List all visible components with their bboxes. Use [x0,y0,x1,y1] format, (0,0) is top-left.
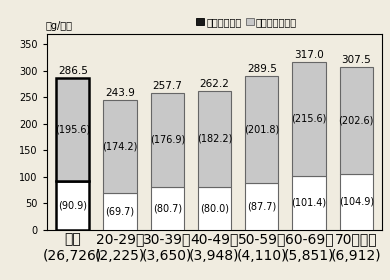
Bar [245,183,278,230]
Text: (201.8): (201.8) [244,125,279,135]
Text: (174.2): (174.2) [102,141,138,151]
Bar [56,181,89,230]
Bar [56,78,89,181]
Text: 317.0: 317.0 [294,50,324,60]
Bar [103,101,136,193]
Text: (195.6): (195.6) [55,125,90,135]
Bar [198,187,231,230]
Text: (87.7): (87.7) [247,201,277,211]
Text: (90.9): (90.9) [58,200,87,211]
Bar [292,62,326,176]
Text: 262.2: 262.2 [200,79,229,88]
Bar [151,187,184,230]
Text: (176.9): (176.9) [150,135,185,145]
Bar [245,76,278,183]
Text: 257.7: 257.7 [152,81,182,91]
Text: (215.6): (215.6) [291,114,327,124]
Text: （g/日）: （g/日） [45,21,73,31]
Text: (69.7): (69.7) [105,206,135,216]
Bar [292,176,326,230]
Bar [103,193,136,230]
Bar [198,91,231,187]
Bar [151,93,184,187]
Bar [340,174,373,230]
Text: 243.9: 243.9 [105,88,135,98]
Text: 289.5: 289.5 [247,64,277,74]
Text: (182.2): (182.2) [197,134,232,144]
Legend: 口緑黄色野菜, 口その他の野菜: 口緑黄色野菜, 口その他の野菜 [193,13,301,31]
Text: (101.4): (101.4) [291,198,326,208]
Text: (104.9): (104.9) [339,197,374,207]
Text: (80.7): (80.7) [153,203,182,213]
Text: (202.6): (202.6) [339,115,374,125]
Text: (80.0): (80.0) [200,203,229,213]
Text: 307.5: 307.5 [341,55,371,65]
Bar [340,67,373,174]
Text: 286.5: 286.5 [58,66,88,76]
